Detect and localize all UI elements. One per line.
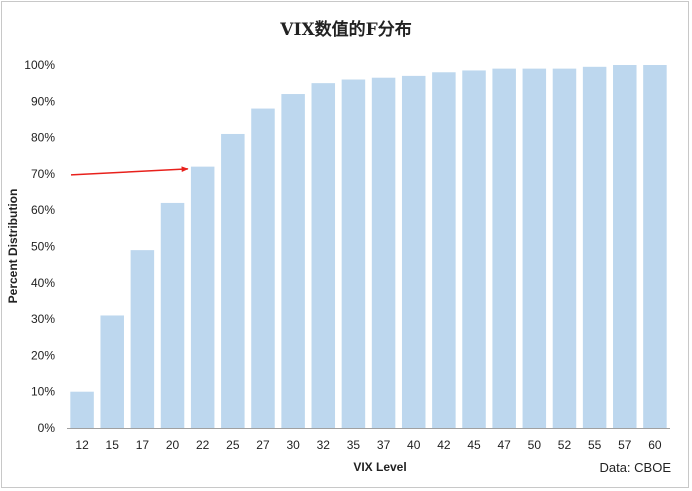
x-tick-label: 47 — [497, 438, 511, 452]
x-axis: 12 15 17 20 22 25 27 30 32 35 37 40 42 45 47 50 52 55 57 60 — [75, 438, 662, 452]
x-tick-label: 60 — [648, 438, 662, 452]
bar-50 — [522, 68, 547, 428]
bar-47 — [492, 68, 516, 428]
y-tick-label: 80% — [31, 131, 55, 145]
y-tick-label: 50% — [31, 240, 55, 254]
y-tick-label: 30% — [31, 312, 55, 326]
bar-30 — [281, 94, 305, 428]
x-axis-label: VIX Level — [353, 460, 406, 474]
x-tick-label: 12 — [75, 438, 89, 452]
bar-60 — [643, 65, 667, 428]
bar-42 — [432, 72, 456, 428]
x-tick-label: 27 — [256, 438, 270, 452]
bar-32 — [311, 83, 336, 429]
y-tick-label: 100% — [24, 58, 55, 72]
x-tick-label: 20 — [166, 438, 180, 452]
annotation-arrow — [70, 166, 189, 176]
x-tick-label: 45 — [467, 438, 481, 452]
x-tick-label: 42 — [437, 438, 451, 452]
bar-27 — [251, 108, 275, 428]
x-tick-label: 15 — [106, 438, 120, 452]
y-tick-label: 20% — [31, 348, 55, 362]
bar-22 — [190, 166, 215, 428]
x-tick-label: 17 — [136, 438, 150, 452]
bars-group — [70, 65, 667, 429]
bar-52 — [552, 68, 577, 428]
x-tick-label: 40 — [407, 438, 421, 452]
x-tick-label: 50 — [528, 438, 542, 452]
bar-25 — [221, 133, 245, 428]
y-tick-label: 60% — [31, 203, 55, 217]
y-axis: 0% 10% 20% 30% 40% 50% 60% 70% 80% 90% 100% — [24, 58, 55, 435]
y-tick-label: 0% — [38, 421, 56, 435]
x-tick-label: 57 — [618, 438, 632, 452]
bar-37 — [371, 77, 396, 428]
bar-35 — [341, 79, 366, 429]
x-tick-label: 22 — [196, 438, 210, 452]
bar-40 — [401, 75, 426, 428]
chart-title: VIX数值的F分布 — [279, 19, 411, 40]
y-tick-label: 10% — [31, 385, 55, 399]
x-tick-label: 35 — [347, 438, 361, 452]
y-tick-label: 40% — [31, 276, 55, 290]
data-source: Data: CBOE — [599, 460, 671, 475]
x-tick-label: 37 — [377, 438, 391, 452]
x-tick-label: 32 — [317, 438, 331, 452]
bar-57 — [613, 65, 637, 428]
bar-20 — [160, 202, 185, 428]
y-tick-label: 70% — [31, 167, 55, 181]
bar-12 — [70, 391, 94, 428]
y-axis-label: Percent Distribution — [6, 189, 20, 304]
x-tick-label: 55 — [588, 438, 602, 452]
bar-55 — [582, 66, 607, 428]
bar-45 — [462, 70, 486, 428]
x-tick-label: 52 — [558, 438, 572, 452]
x-tick-label: 30 — [286, 438, 300, 452]
bar-17 — [130, 250, 155, 428]
y-tick-label: 90% — [31, 94, 55, 108]
bar-15 — [100, 315, 124, 428]
x-tick-label: 25 — [226, 438, 240, 452]
